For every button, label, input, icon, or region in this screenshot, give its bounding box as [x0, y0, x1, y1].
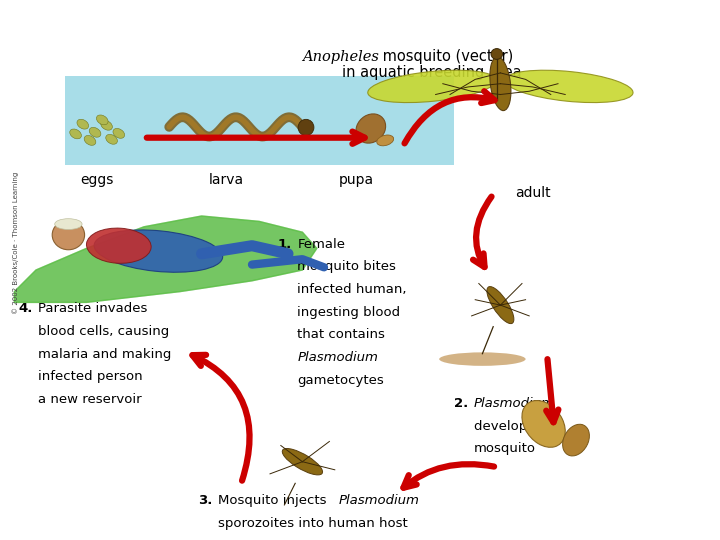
Ellipse shape — [522, 401, 565, 447]
Text: a new reservoir: a new reservoir — [38, 393, 142, 406]
Text: mosquito: mosquito — [474, 442, 536, 455]
Text: pupa: pupa — [339, 173, 374, 187]
Text: © 2002 Brooks/Cole · Thomson Learning: © 2002 Brooks/Cole · Thomson Learning — [12, 172, 19, 314]
FancyArrowPatch shape — [403, 464, 494, 488]
Ellipse shape — [487, 287, 514, 323]
Ellipse shape — [55, 219, 82, 230]
Text: mosquito bites: mosquito bites — [297, 260, 396, 273]
Ellipse shape — [77, 119, 89, 129]
Ellipse shape — [298, 119, 314, 136]
Text: gametocytes: gametocytes — [297, 374, 384, 387]
Bar — [65, 76, 454, 165]
Ellipse shape — [562, 424, 590, 456]
Text: infected human,: infected human, — [297, 283, 407, 296]
FancyArrowPatch shape — [147, 132, 364, 144]
Text: sporozoites into human host: sporozoites into human host — [218, 517, 408, 530]
Text: Plasmodium: Plasmodium — [338, 494, 419, 507]
Text: Anopheles: Anopheles — [302, 50, 379, 64]
Ellipse shape — [86, 228, 151, 264]
Ellipse shape — [113, 129, 125, 138]
Text: Female: Female — [297, 238, 346, 251]
Text: mosquito (vector): mosquito (vector) — [378, 49, 513, 64]
Ellipse shape — [491, 49, 503, 59]
Ellipse shape — [377, 135, 394, 146]
Ellipse shape — [53, 220, 85, 250]
FancyArrowPatch shape — [473, 197, 492, 267]
FancyArrowPatch shape — [192, 355, 250, 481]
Ellipse shape — [89, 127, 101, 137]
Ellipse shape — [368, 70, 496, 103]
Polygon shape — [14, 216, 317, 302]
Ellipse shape — [106, 134, 117, 144]
Text: that contains: that contains — [297, 328, 385, 341]
Text: blood cells, causing: blood cells, causing — [38, 325, 169, 338]
Ellipse shape — [490, 57, 511, 111]
Text: larva: larva — [210, 173, 244, 187]
Ellipse shape — [356, 114, 386, 143]
Text: ingesting blood: ingesting blood — [297, 306, 400, 319]
Text: Mosquito injects: Mosquito injects — [218, 494, 331, 507]
Text: 3.: 3. — [198, 494, 212, 507]
FancyArrowPatch shape — [405, 91, 495, 143]
Text: 1.: 1. — [277, 238, 292, 251]
Ellipse shape — [84, 136, 96, 145]
Ellipse shape — [96, 115, 108, 125]
Text: infected person: infected person — [38, 370, 143, 383]
Text: 4.: 4. — [18, 302, 32, 315]
Ellipse shape — [282, 449, 323, 475]
Polygon shape — [14, 216, 317, 302]
Text: develops in: develops in — [474, 420, 550, 433]
Text: 2.: 2. — [454, 397, 468, 410]
Ellipse shape — [94, 230, 222, 272]
Ellipse shape — [505, 70, 633, 103]
Text: malaria and making: malaria and making — [38, 348, 171, 361]
Text: Parasite invades: Parasite invades — [38, 302, 148, 315]
Text: Plasmodium: Plasmodium — [474, 397, 554, 410]
Text: eggs: eggs — [81, 173, 114, 187]
Text: adult: adult — [515, 186, 551, 200]
Ellipse shape — [439, 353, 526, 366]
FancyArrowPatch shape — [546, 359, 559, 422]
Ellipse shape — [101, 120, 112, 130]
Ellipse shape — [70, 129, 81, 139]
Text: in aquatic breeding area: in aquatic breeding area — [342, 65, 521, 80]
Text: Plasmodium: Plasmodium — [297, 351, 378, 364]
